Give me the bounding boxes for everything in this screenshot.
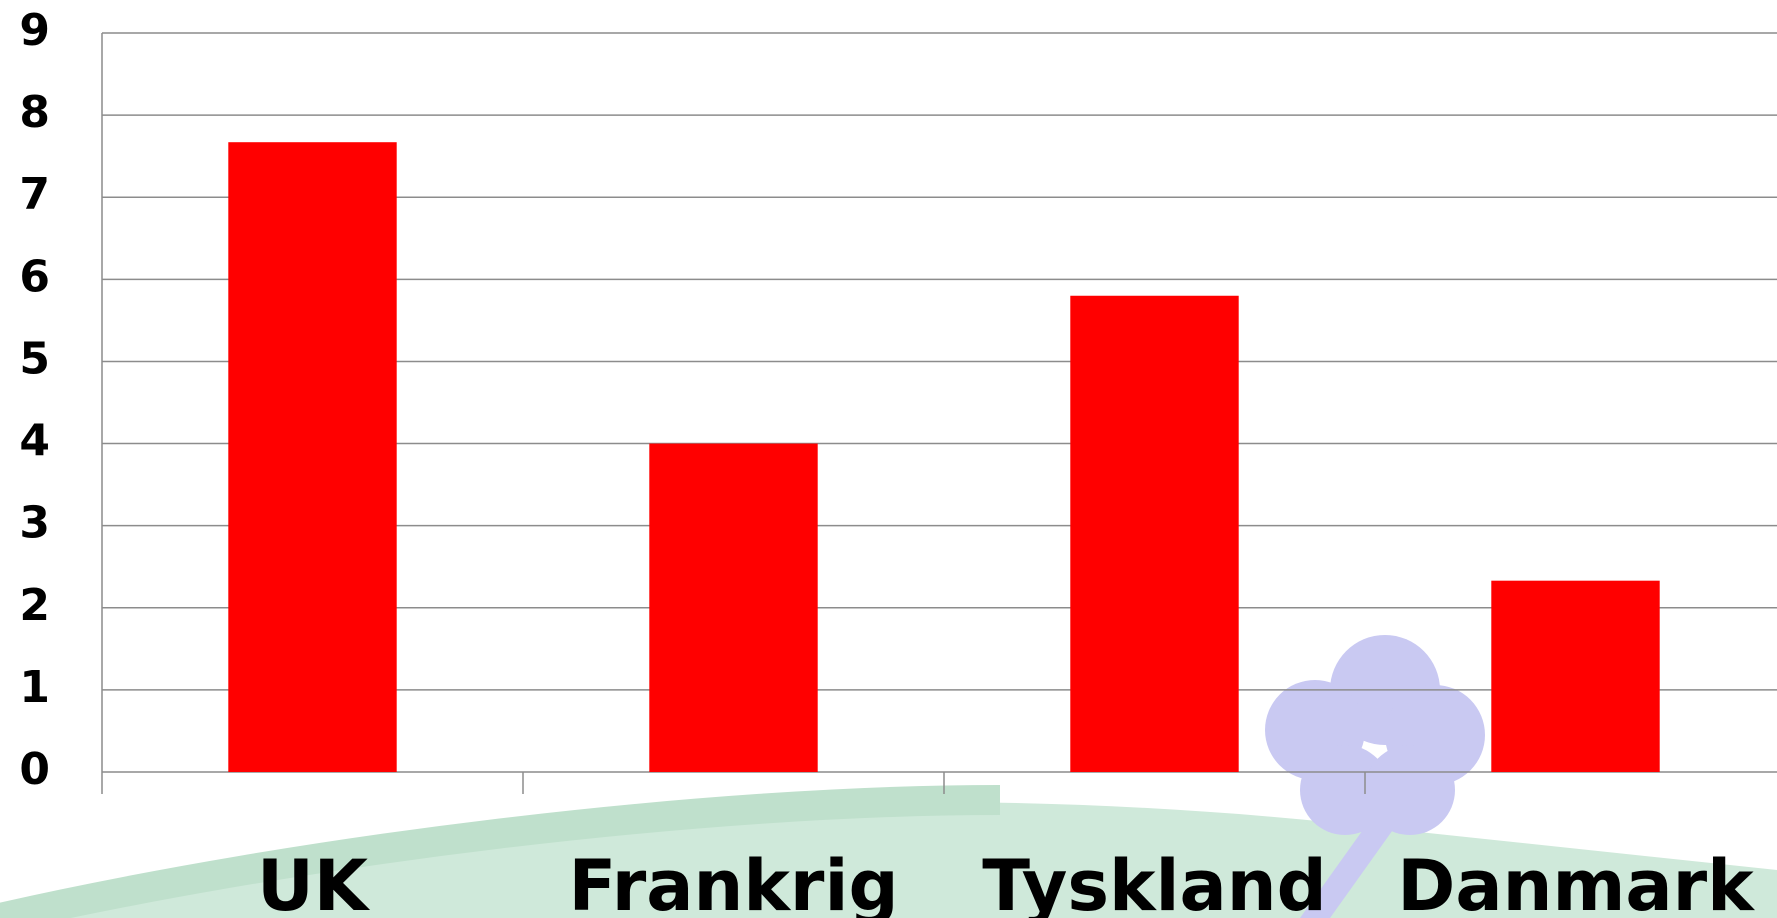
x-tick-label: UK xyxy=(257,845,371,918)
y-tick-label: 6 xyxy=(19,251,50,302)
y-tick-label: 0 xyxy=(19,744,50,795)
y-tick-label: 9 xyxy=(19,5,50,56)
bars xyxy=(228,142,1660,773)
y-tick-label: 2 xyxy=(19,580,50,631)
y-tick-label: 7 xyxy=(19,169,50,220)
x-tick-label: Tyskland xyxy=(982,845,1326,918)
bar xyxy=(1070,295,1239,772)
bar xyxy=(1491,580,1660,772)
bar xyxy=(228,142,397,773)
y-tick-label: 4 xyxy=(19,416,50,467)
bar xyxy=(649,443,818,772)
x-tick-label: Danmark xyxy=(1397,845,1755,918)
y-tick-label: 8 xyxy=(19,87,50,138)
y-tick-label: 1 xyxy=(19,662,50,713)
y-tick-label: 5 xyxy=(19,333,50,384)
y-tick-label: 3 xyxy=(19,498,50,549)
x-tick-label: Frankrig xyxy=(568,845,898,918)
background-decoration xyxy=(0,635,1777,918)
labels: 0 1 2 3 4 5 6 7 8 9 UK Frankrig Tyskland Danmark xyxy=(19,5,1755,918)
